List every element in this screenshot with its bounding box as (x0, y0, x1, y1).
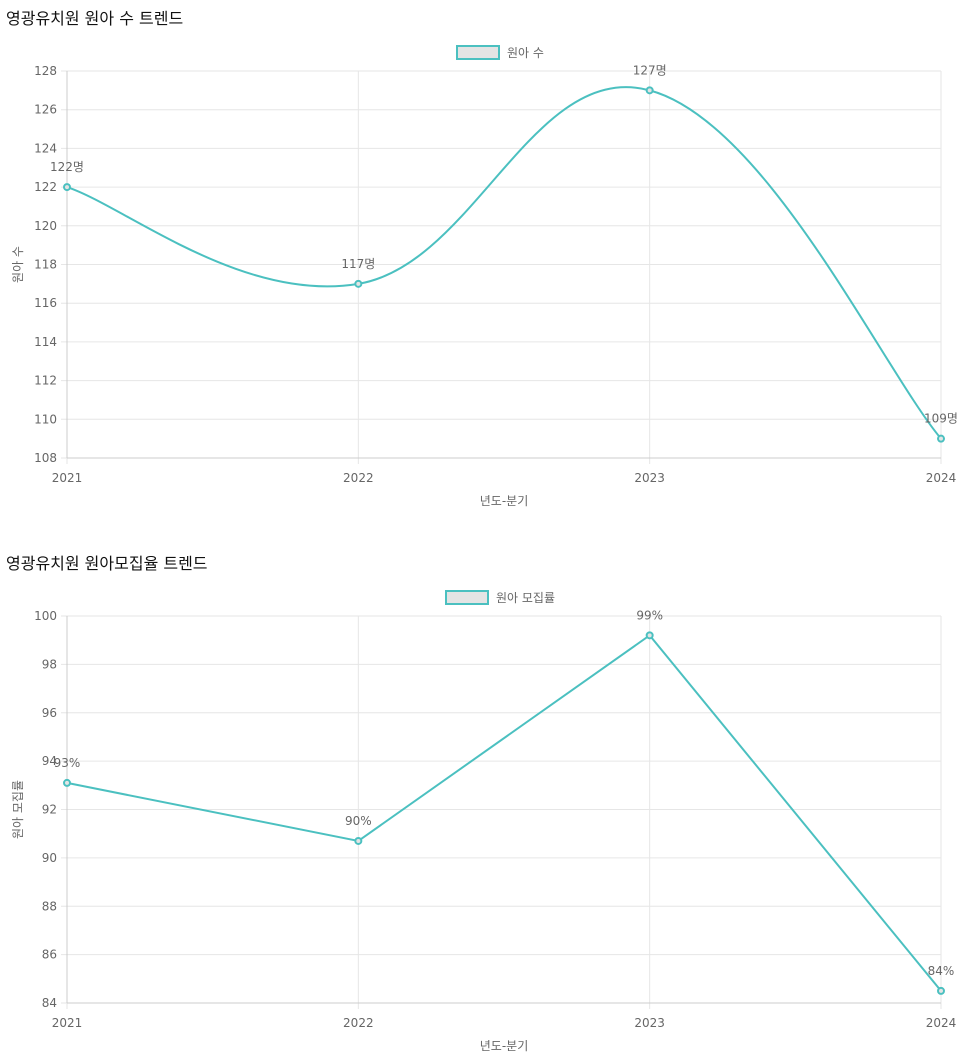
data-label: 109명 (924, 412, 958, 426)
data-point[interactable] (645, 86, 654, 95)
data-point[interactable] (354, 836, 363, 845)
y-tick-label: 114 (34, 335, 57, 349)
y-tick-label: 116 (34, 296, 57, 310)
y-tick-label: 124 (34, 141, 57, 155)
data-label: 127명 (633, 63, 667, 77)
data-label: 90% (345, 814, 372, 828)
chart-title: 영광유치원 원아모집율 트렌드 (6, 554, 208, 573)
y-tick-label: 112 (34, 374, 57, 388)
y-tick-label: 118 (34, 258, 57, 272)
y-tick-label: 88 (42, 899, 57, 913)
x-axis-title: 년도-분기 (480, 494, 529, 508)
x-tick-label: 2024 (926, 1016, 957, 1030)
enrollment-count-chart: 108 110 112 114 116 118 120 122 124 126 128 2021 202… (11, 45, 958, 508)
y-tick-label: 96 (42, 706, 57, 720)
y-axis-title: 원아 모집률 (11, 780, 25, 839)
y-axis-title: 원아 수 (11, 246, 25, 283)
legend-label: 원아 모집률 (496, 591, 555, 605)
data-point[interactable] (937, 434, 945, 443)
y-tick-label: 122 (34, 180, 57, 194)
data-label: 122명 (50, 160, 84, 174)
y-tick-label: 126 (34, 103, 57, 117)
x-tick-label: 2021 (52, 471, 83, 485)
y-tick-label: 84 (42, 996, 57, 1010)
x-tick-label: 2022 (343, 1016, 374, 1030)
data-label: 93% (54, 756, 81, 770)
legend-swatch[interactable] (456, 45, 500, 60)
data-label: 84% (928, 964, 955, 978)
series-line (66, 633, 942, 992)
y-tick-label: 108 (34, 451, 57, 465)
data-point[interactable] (354, 279, 363, 288)
enrollment-rate-section: 영광유치원 원아모집율 트렌드 84 86 88 90 92 94 96 98 100 2021 2… (0, 545, 966, 1055)
data-point[interactable] (63, 183, 71, 192)
x-tick-label: 2024 (926, 471, 957, 485)
chart-title: 영광유치원 원아 수 트렌드 (6, 9, 184, 28)
y-tick-label: 110 (34, 412, 57, 426)
legend-label: 원아 수 (507, 46, 544, 60)
legend-swatch[interactable] (445, 590, 489, 605)
data-point[interactable] (63, 778, 71, 787)
data-label: 117명 (341, 257, 375, 271)
data-point[interactable] (645, 631, 654, 640)
enrollment-rate-chart: 84 86 88 90 92 94 96 98 100 2021 2022 2023 2024 년도-분기… (11, 590, 957, 1053)
y-tick-label: 120 (34, 219, 57, 233)
y-tick-label: 90 (42, 851, 57, 865)
series-line (66, 86, 942, 440)
y-tick-label: 128 (34, 64, 57, 78)
x-tick-label: 2023 (634, 1016, 665, 1030)
x-tick-label: 2022 (343, 471, 374, 485)
y-tick-label: 98 (42, 657, 57, 671)
x-tick-label: 2021 (52, 1016, 83, 1030)
y-tick-label: 92 (42, 803, 57, 817)
y-tick-label: 94 (42, 754, 57, 768)
y-tick-label: 100 (34, 609, 57, 623)
data-label: 99% (636, 608, 663, 622)
x-axis-title: 년도-분기 (480, 1039, 529, 1053)
data-point[interactable] (937, 986, 945, 995)
y-tick-label: 86 (42, 948, 57, 962)
x-tick-label: 2023 (634, 471, 665, 485)
enrollment-count-section: 영광유치원 원아 수 트렌드 108 110 112 114 116 118 120 122 1… (6, 9, 958, 508)
